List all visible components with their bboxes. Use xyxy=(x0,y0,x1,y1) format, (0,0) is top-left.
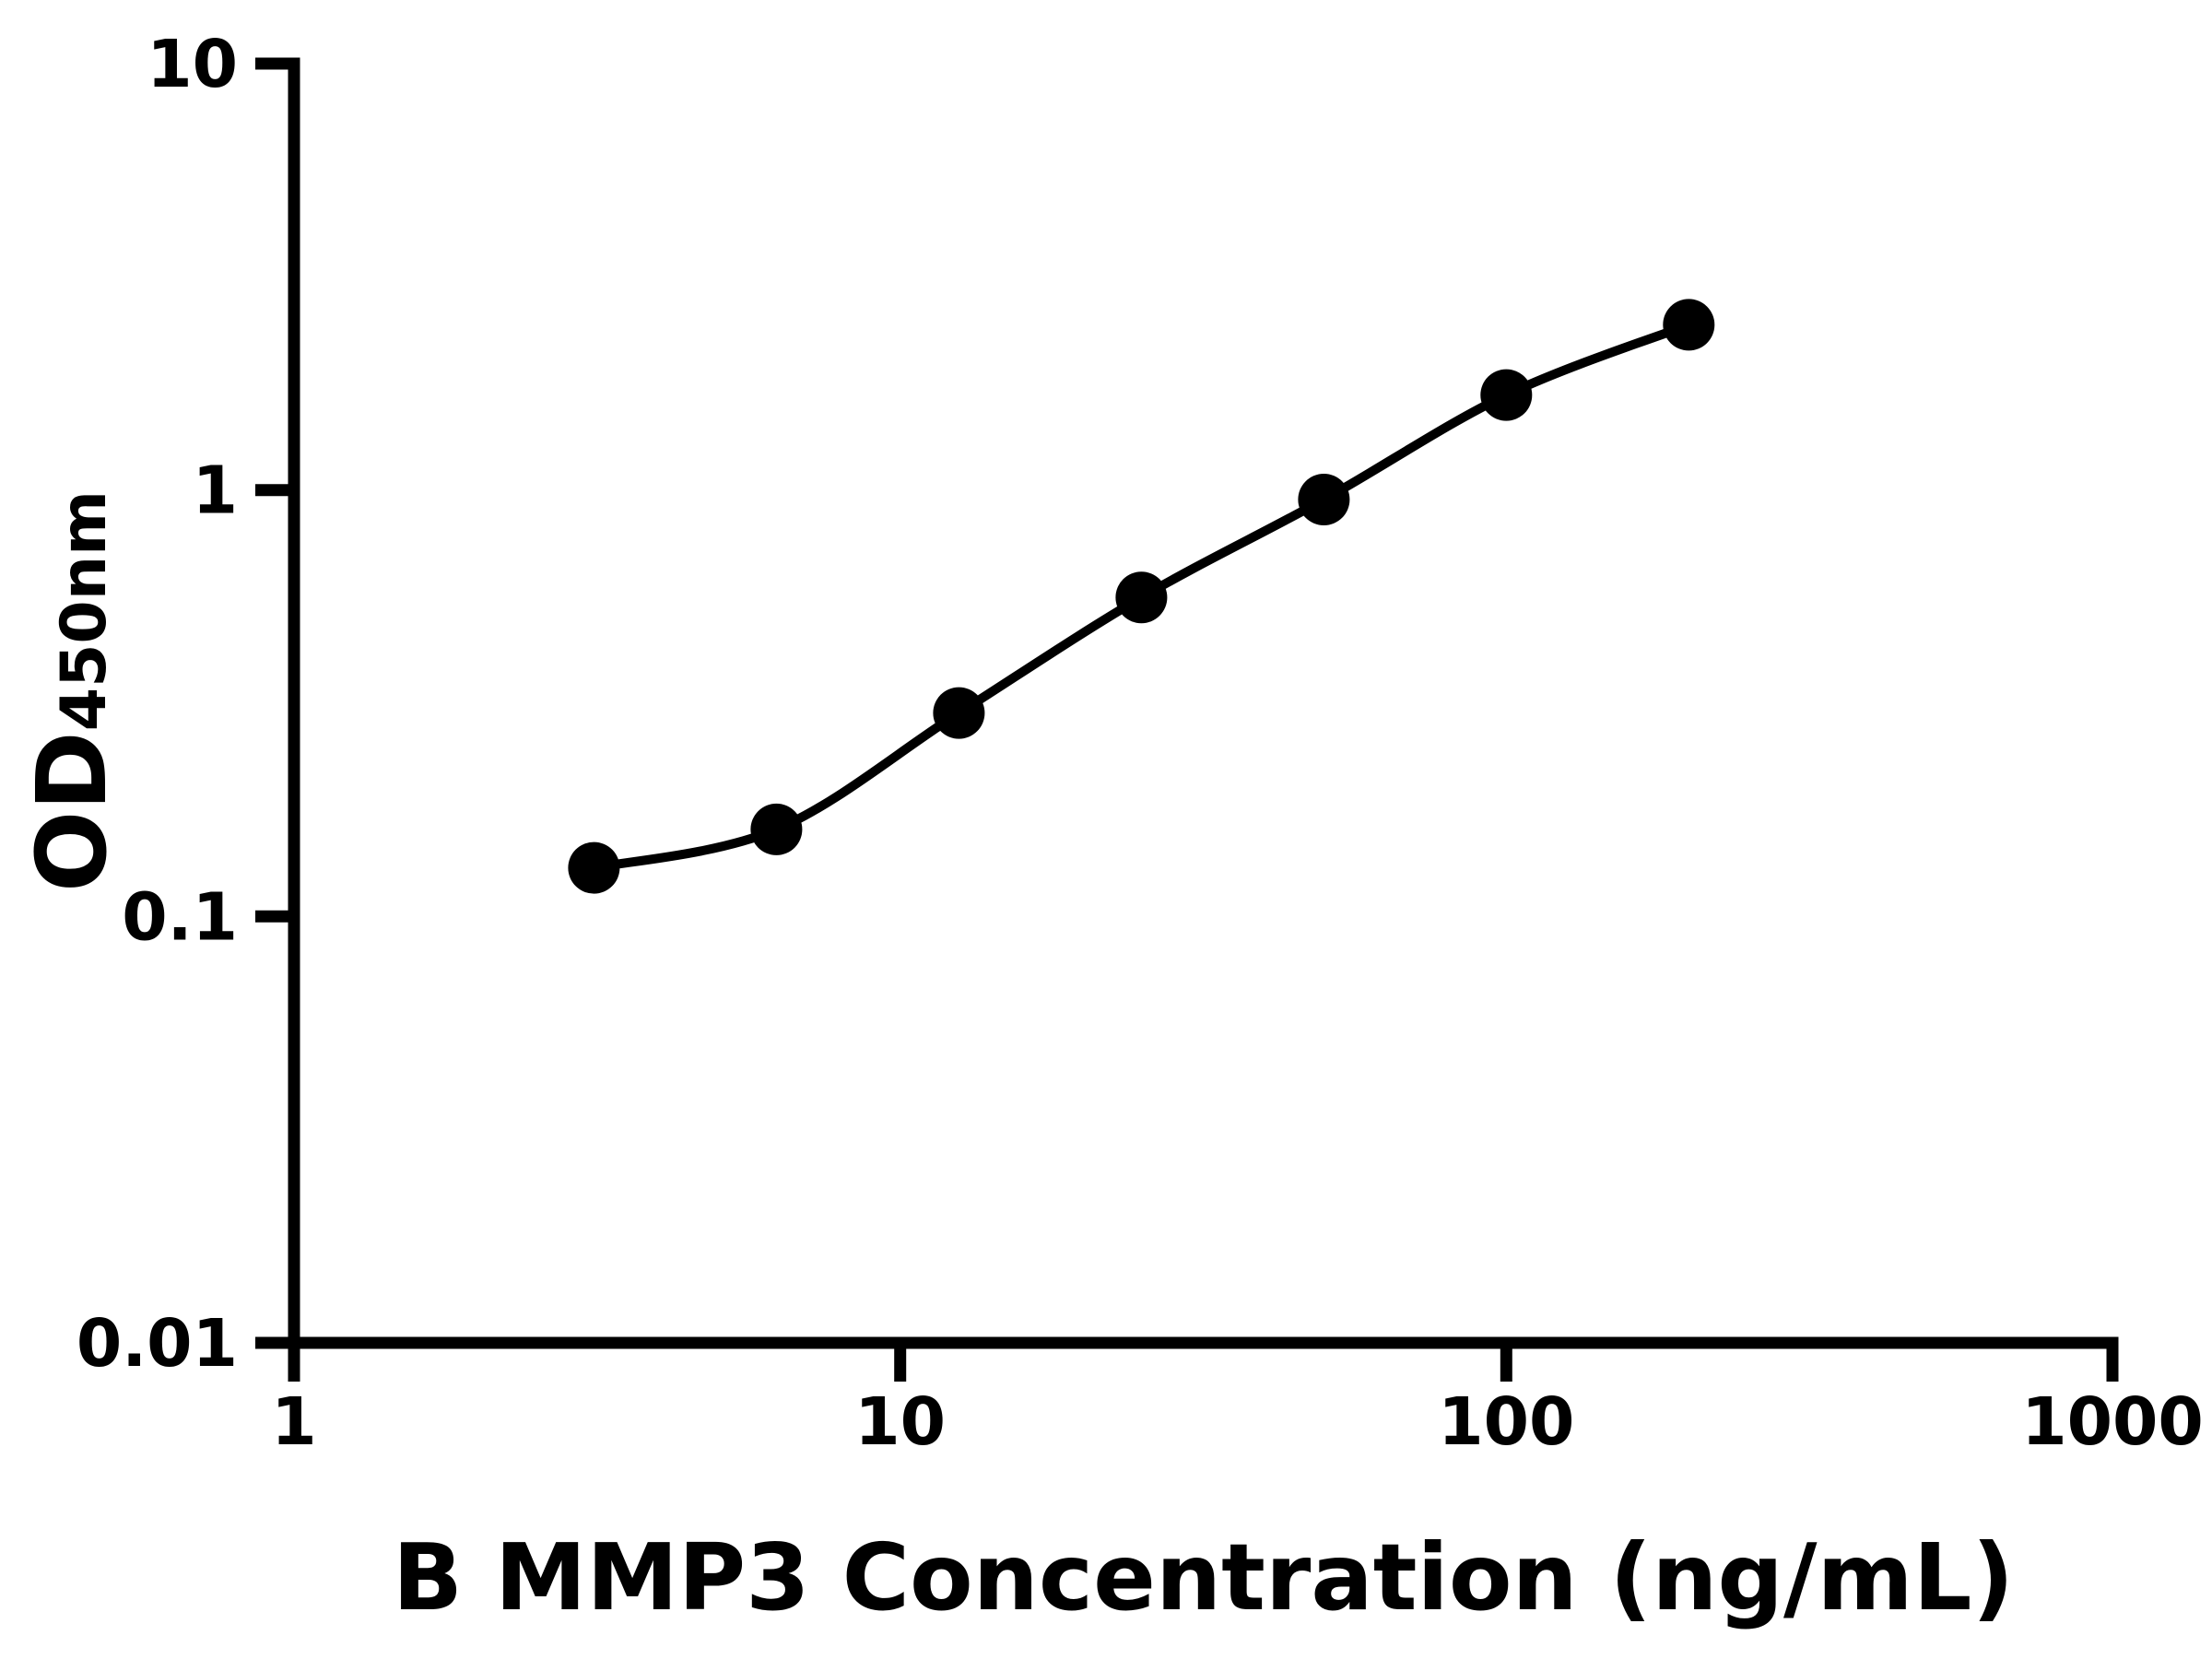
data-point xyxy=(750,803,803,855)
data-point xyxy=(1298,474,1350,525)
x-tick-label: 10 xyxy=(854,1383,946,1460)
y-axis-title-sub: 450nm xyxy=(48,490,121,732)
y-axis-title: OD450nm xyxy=(7,276,136,1106)
data-point xyxy=(568,841,620,894)
y-tick-label: 0.01 xyxy=(76,1305,238,1382)
y-axis-title-main: OD xyxy=(16,731,128,892)
data-point xyxy=(933,687,985,739)
x-tick-label: 1 xyxy=(271,1383,316,1460)
y-tick-label: 0.1 xyxy=(122,878,238,955)
x-tick-label: 100 xyxy=(1438,1383,1574,1460)
y-tick-label: 10 xyxy=(147,26,238,102)
y-tick-label: 1 xyxy=(193,453,238,529)
data-point xyxy=(1115,571,1168,624)
data-point xyxy=(1480,369,1533,421)
data-point xyxy=(1663,299,1715,351)
x-tick-label: 1000 xyxy=(2021,1383,2204,1460)
x-axis-title: B MMP3 Concentration (ng/mL) xyxy=(392,1524,2015,1631)
